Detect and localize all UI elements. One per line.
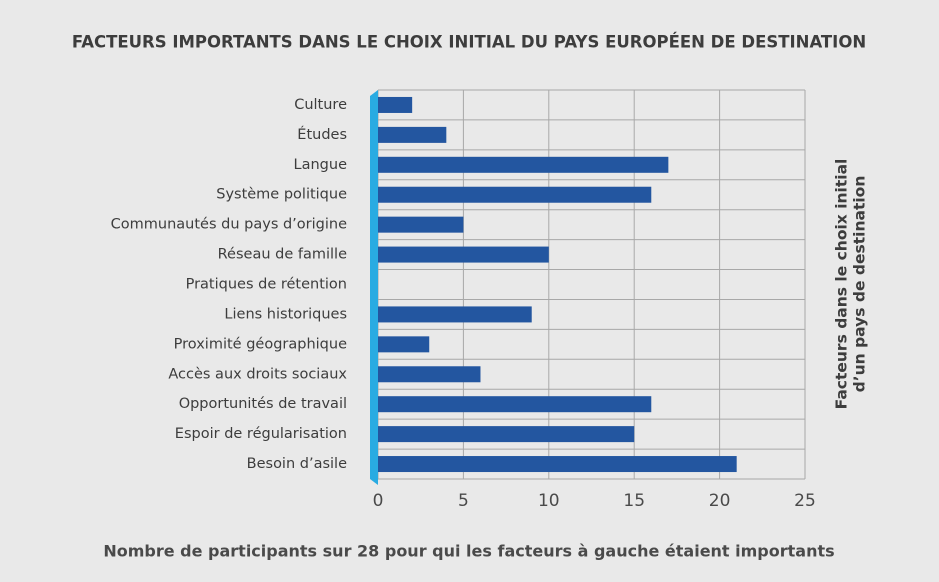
x-tick-label: 20	[709, 491, 731, 511]
y-tick-label: Pratiques de rétention	[186, 277, 347, 293]
y-tick-label: Langue	[294, 157, 348, 173]
y2-axis-label-line: Facteurs dans le choix initial	[833, 159, 851, 410]
y-tick-label: Culture	[294, 97, 347, 113]
bar	[378, 456, 737, 473]
x-axis-label: Nombre de participants sur 28 pour qui l…	[103, 542, 834, 561]
x-tick-label: 25	[794, 491, 816, 511]
y-tick-label: Besoin d’asile	[247, 456, 347, 472]
x-tick-label: 5	[458, 491, 469, 511]
x-tick-label: 10	[538, 491, 560, 511]
x-tick-label: 15	[623, 491, 645, 511]
bar	[378, 426, 635, 443]
bar	[378, 156, 669, 173]
y-tick-label: Opportunités de travail	[179, 396, 347, 412]
y2-axis-label: Facteurs dans le choix initial d’un pays…	[833, 159, 869, 410]
y-tick-label: Proximité géographique	[174, 336, 347, 352]
axis-accent	[370, 90, 378, 485]
bar	[378, 186, 652, 203]
y-tick-label: Études	[297, 126, 347, 143]
y-tick-label: Liens historiques	[224, 306, 347, 322]
y-tick-label: Réseau de famille	[218, 247, 347, 263]
y2-axis-label-line: d’un pays de destination	[851, 176, 869, 393]
bar	[378, 216, 464, 233]
chart-title: FACTEURS IMPORTANTS DANS LE CHOIX INITIA…	[72, 33, 866, 52]
y-tick-label: Accès aux droits sociaux	[168, 366, 347, 382]
x-tick-label: 0	[373, 491, 384, 511]
bar	[378, 126, 447, 143]
y-tick-label: Communautés du pays d’origine	[111, 217, 347, 233]
bar	[378, 336, 430, 353]
bar	[378, 246, 549, 263]
y-tick-label: Espoir de régularisation	[175, 426, 347, 442]
bar	[378, 306, 532, 323]
bar	[378, 96, 413, 113]
bar	[378, 396, 652, 413]
y-tick-label: Système politique	[216, 187, 347, 203]
bar	[378, 366, 481, 383]
